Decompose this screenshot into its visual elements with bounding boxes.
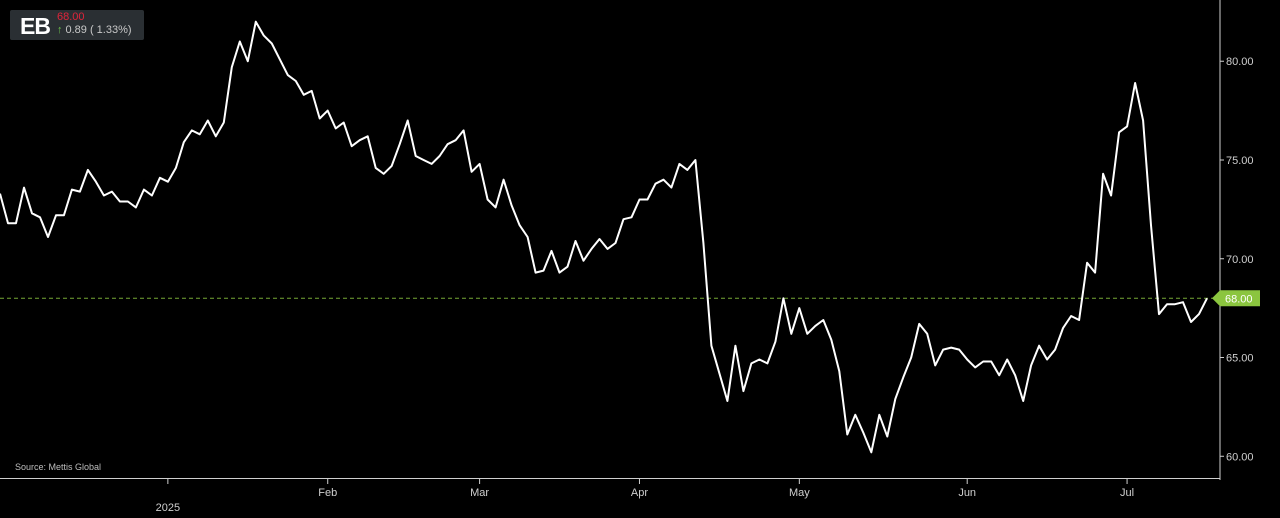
x-tick-label: Mar: [470, 487, 489, 499]
arrow-up-icon: ↑: [57, 24, 63, 36]
y-axis-ticks: 80.00 75.00 70.00 65.00 60.00: [1220, 56, 1254, 463]
ticker-symbol: EB: [20, 13, 51, 39]
y-tick-label: 75.00: [1226, 155, 1254, 167]
source-note: Source: Mettis Global: [15, 462, 102, 472]
ticker-change-value: 0.89 ( 1.33%): [65, 24, 132, 36]
ticker-box: EB 68.00 ↑ 0.89 ( 1.33%): [10, 10, 144, 40]
year-label: 2025: [156, 502, 180, 514]
x-tick-label: Jun: [958, 487, 976, 499]
last-price-label: 68.00: [1225, 293, 1253, 305]
last-price-badge-shape: [1212, 290, 1260, 307]
y-tick-label: 70.00: [1226, 254, 1254, 266]
y-tick-label: 80.00: [1226, 56, 1254, 68]
y-tick-label: 65.00: [1226, 353, 1254, 365]
x-tick-label: Feb: [318, 487, 337, 499]
x-tick-label: Jul: [1120, 487, 1134, 499]
price-series: [0, 20, 1208, 454]
last-price-badge: 68.00: [1212, 290, 1260, 307]
ticker-price: 68.00: [57, 11, 85, 23]
x-axis-ticks: Feb Mar Apr May Jun Jul 2025: [156, 478, 1134, 514]
ticker-change: ↑ 0.89 ( 1.33%): [57, 24, 132, 36]
x-tick-label: Apr: [631, 487, 648, 499]
y-tick-label: 60.00: [1226, 451, 1254, 463]
x-tick-label: May: [789, 487, 810, 499]
price-line: [0, 20, 1208, 454]
